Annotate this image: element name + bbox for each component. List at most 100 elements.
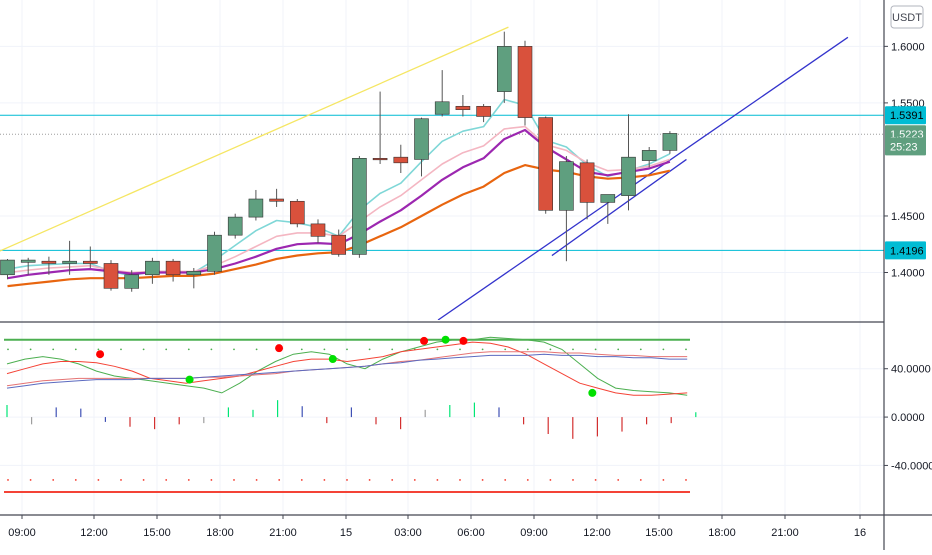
- level-dot: [594, 348, 597, 351]
- oscillator-line: [6, 336, 688, 396]
- candle-down: [83, 260, 98, 264]
- candle-down: [103, 263, 119, 289]
- level-dot: [165, 348, 168, 351]
- trend-line[interactable]: [437, 36, 849, 320]
- candle-up: [124, 274, 139, 289]
- trend-line[interactable]: [551, 158, 687, 257]
- trend-line[interactable]: [0, 26, 509, 252]
- time-tick-label: 16: [854, 527, 866, 539]
- level-dot: [572, 348, 574, 351]
- level-dot: [323, 479, 326, 481]
- time-tick-label: 18:00: [206, 527, 234, 539]
- level-dot: [52, 348, 55, 351]
- candle-down: [372, 158, 388, 161]
- level-dot: [459, 348, 461, 351]
- level-dot: [29, 348, 32, 351]
- candle-up: [559, 161, 574, 211]
- candle-down: [538, 117, 554, 211]
- candle-up: [621, 156, 636, 196]
- level-dot: [572, 479, 574, 481]
- candle-down: [393, 156, 409, 164]
- candle-up: [186, 271, 202, 276]
- level-dot: [526, 479, 529, 481]
- candle-down: [310, 223, 326, 237]
- oscillator-line: [6, 353, 688, 389]
- candle-down: [517, 46, 533, 118]
- level-dot: [74, 348, 77, 351]
- level-dot: [52, 479, 55, 481]
- price-badge-label: 1.4196: [890, 245, 924, 257]
- candle-down: [455, 105, 471, 110]
- level-dot: [685, 479, 687, 481]
- level-dot: [142, 479, 145, 481]
- time-tick-label: 15: [340, 527, 352, 539]
- level-dot: [413, 479, 416, 481]
- price-tick-label: 1.4000: [891, 268, 925, 280]
- trend-lines[interactable]: [0, 26, 849, 320]
- level-dot: [346, 348, 348, 351]
- level-dot: [233, 348, 235, 351]
- time-tick-label: 21:00: [269, 527, 297, 539]
- grid: [0, 0, 884, 515]
- level-dot: [639, 479, 642, 481]
- signal-dot: [328, 355, 337, 364]
- candle-up: [496, 46, 512, 92]
- level-dot: [549, 479, 552, 481]
- level-dot: [278, 479, 281, 481]
- level-dot: [368, 348, 371, 351]
- price-level-lines: [0, 114, 884, 251]
- level-dot: [300, 479, 303, 481]
- candle-up: [145, 260, 160, 276]
- level-dot: [594, 479, 597, 481]
- candle-down: [165, 260, 181, 276]
- price-badge-label: 1.5391: [890, 110, 924, 122]
- level-dot: [74, 479, 77, 481]
- candle-up: [248, 198, 264, 218]
- oscillator-tick-label: 0.0000: [891, 412, 925, 424]
- time-tick-label: 09:00: [520, 527, 548, 539]
- level-dot: [187, 348, 190, 351]
- candle-up: [62, 260, 77, 264]
- level-dot: [436, 348, 439, 351]
- level-dot: [120, 348, 122, 351]
- candle-down: [289, 200, 305, 225]
- candle-up: [414, 118, 429, 160]
- level-dot: [300, 348, 303, 351]
- candle-down: [41, 260, 57, 264]
- signal-dot: [275, 344, 284, 353]
- level-dot: [504, 348, 507, 351]
- level-dot: [120, 479, 122, 481]
- level-dot: [526, 348, 529, 351]
- price-badge[interactable]: [885, 241, 926, 260]
- signal-dot: [459, 336, 468, 345]
- level-dot: [639, 348, 642, 351]
- level-dot: [233, 479, 235, 481]
- level-dot: [391, 479, 394, 481]
- price-badge[interactable]: [885, 106, 926, 125]
- candle-up: [352, 158, 367, 255]
- currency-button[interactable]: USDT: [890, 5, 924, 29]
- oscillator-tick-label: -40.0000: [891, 460, 932, 472]
- level-dot: [7, 479, 9, 481]
- candle-up: [0, 259, 15, 276]
- candle-up: [20, 259, 36, 263]
- price-badge[interactable]: [885, 137, 926, 156]
- candle-down: [269, 198, 284, 202]
- level-dot: [142, 348, 145, 351]
- signal-dot: [441, 335, 450, 344]
- level-dot: [165, 479, 168, 481]
- level-dot: [187, 479, 190, 481]
- candle-up: [600, 194, 616, 203]
- price-tick-label: 1.6000: [891, 41, 925, 53]
- signal-dot: [185, 375, 194, 384]
- level-dot: [255, 479, 258, 481]
- time-tick-label: 09:00: [8, 527, 36, 539]
- level-dot: [617, 479, 620, 481]
- level-dot: [662, 479, 665, 481]
- level-dot: [255, 348, 258, 351]
- oscillator-pane: [0, 321, 884, 494]
- time-tick-label: 21:00: [771, 527, 799, 539]
